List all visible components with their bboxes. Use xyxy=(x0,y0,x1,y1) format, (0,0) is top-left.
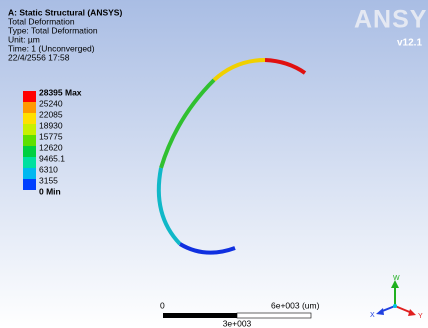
legend-label: 22085 xyxy=(39,109,63,119)
legend-label: 28395 Max xyxy=(39,87,82,97)
legend-swatch xyxy=(23,113,36,124)
legend-swatch xyxy=(23,157,36,168)
legend-swatch xyxy=(23,124,36,135)
scale-white xyxy=(237,313,311,318)
logo-brand: ANSYS xyxy=(354,6,428,34)
scale-right: 6e+003 (um) xyxy=(271,300,320,310)
legend-label: 25240 xyxy=(39,98,63,108)
triad-up-label: W xyxy=(393,275,400,282)
legend-swatch xyxy=(23,168,36,179)
viewport: A: Static Structural (ANSYS) Total Defor… xyxy=(0,0,428,328)
header-line: 22/4/2556 17:58 xyxy=(8,52,70,62)
scale-middle: 3e+003 xyxy=(223,318,252,328)
legend-label: 9465.1 xyxy=(39,153,65,163)
triad-origin xyxy=(393,304,397,308)
legend-label: 15775 xyxy=(39,131,63,141)
legend-swatch xyxy=(23,135,36,146)
legend-swatch xyxy=(23,146,36,157)
legend-label: 18930 xyxy=(39,120,63,130)
legend-label: 12620 xyxy=(39,142,63,152)
scale-left: 0 xyxy=(160,300,165,310)
legend-swatch xyxy=(23,91,36,102)
legend-label: 3155 xyxy=(39,175,58,185)
triad-right-label: Y xyxy=(418,313,423,320)
legend-swatch xyxy=(23,179,36,190)
scale-black xyxy=(163,313,237,318)
legend-label: 6310 xyxy=(39,164,58,174)
logo-version: v12.1 xyxy=(397,38,422,49)
triad-left-label: X xyxy=(370,312,375,319)
legend-swatch xyxy=(23,102,36,113)
legend-label: 0 Min xyxy=(39,186,61,196)
